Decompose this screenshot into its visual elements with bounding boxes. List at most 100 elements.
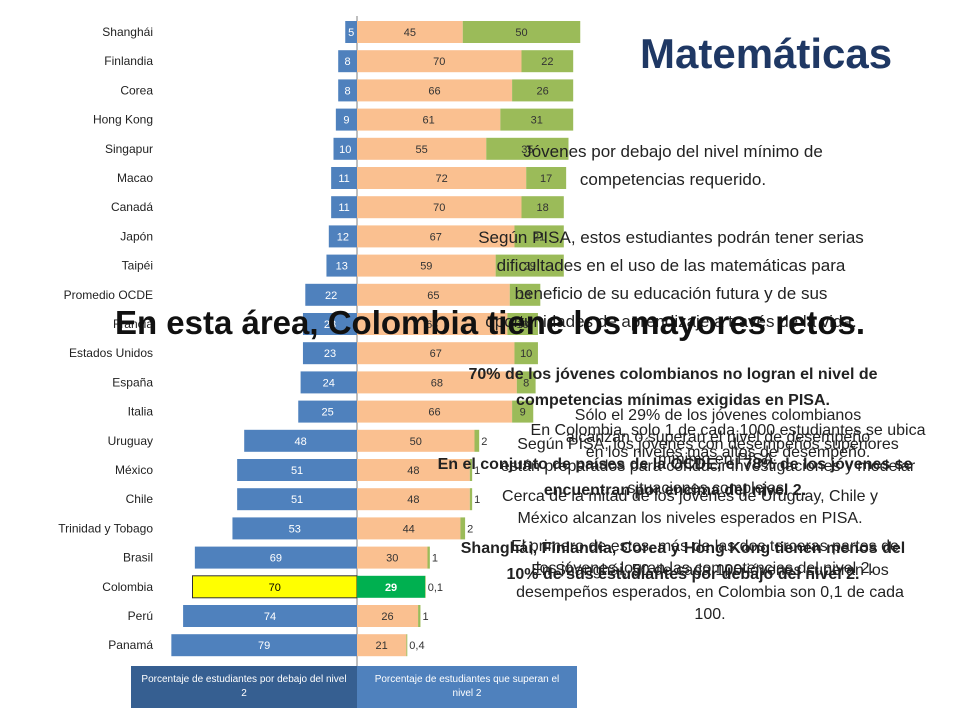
category-label: Colombia [102,580,153,594]
value-above-chile: 1 [474,494,480,506]
value-above-españa: 8 [523,377,529,389]
bar-above-macao [526,167,567,189]
category-label: Uruguay [108,434,153,448]
bar-middle-canadá [357,196,522,219]
category-label: Promedio OCDE [64,288,153,302]
bar-below-panamá [171,634,357,657]
value-above-hong-kong: 31 [531,115,543,127]
bar-middle-uruguay [357,429,475,452]
bar-below-españa [300,371,357,394]
value-middle-francia: 64 [426,319,438,331]
value-middle-brasil: 30 [386,553,398,565]
bar-above-finlandia [521,50,574,73]
value-middle-estados-unidos: 67 [430,348,442,360]
value-below-italia: 25 [322,407,334,419]
subtitle: Jóvenes por debajo del nivel mínimo de c… [523,142,823,189]
stat-29-percent: Sólo el 29% de los jóvenes colombianos a… [565,407,871,468]
bar-above-shanghái [462,21,581,43]
bar-below-macao [331,167,357,189]
bar-above-hong-kong [500,108,574,131]
stat-pisa-superior: Según PISA, los jóvenes con desempeños s… [500,436,916,497]
bar-below-chile [237,488,357,511]
value-below-finlandia: 8 [345,56,351,68]
value-below-singapur: 10 [339,144,351,156]
bar-above-uruguay [474,429,480,452]
stat-ocde: En el conjunto de países de la OCDE, el … [437,456,913,499]
value-middle-uruguay: 50 [410,436,422,448]
value-middle-shanghái: 45 [404,27,416,39]
category-label: Estados Unidos [69,346,153,360]
value-above-shanghái: 50 [515,27,527,39]
bar-below-promedio-ocde [305,283,357,306]
bar-above-españa [516,371,536,394]
bar-below-hong-kong [335,108,357,131]
value-above-taipéi: 29 [524,261,536,273]
bar-below-perú [183,605,357,627]
bar-middle-colombia [357,575,426,598]
category-label: Trinidad y Tobago [58,521,153,535]
bar-below-trinidad-y-tobago [232,517,357,540]
bar-below-taipéi [326,254,357,277]
bar-middle-shanghái [357,21,463,43]
stat-latam: Cerca de la mitad de los jóvenes de Urug… [502,488,878,527]
bar-below-méxico [237,459,357,481]
bar-above-panamá [406,634,408,657]
bar-below-estados-unidos [302,342,357,365]
bar-below-corea [338,79,357,102]
value-below-colombia: 70 [269,582,281,594]
bar-above-colombia [425,575,426,598]
value-above-perú: 1 [422,611,428,623]
value-middle-panamá: 21 [376,640,388,652]
value-middle-corea: 66 [428,85,440,97]
bar-middle-japón [357,225,515,248]
value-below-francia: 23 [324,319,336,331]
bar-middle-promedio-ocde [357,283,510,306]
category-label: Perú [128,609,153,623]
bar-middle-perú [357,605,419,627]
bar-below-shanghái [345,21,357,43]
headline: En esta área, Colombia tiene los mayores… [114,304,866,341]
stat-shanghai: Shanghái, Finlandia, Corea y Hong Kong t… [460,540,906,583]
value-below-hong-kong: 9 [343,115,349,127]
value-below-japón: 12 [337,231,349,243]
value-below-panamá: 79 [258,640,270,652]
value-above-singapur: 35 [521,144,533,156]
bar-above-perú [418,605,421,627]
value-above-canadá: 18 [537,202,549,214]
value-above-trinidad-y-tobago: 2 [467,523,473,535]
value-below-macao: 11 [338,173,349,185]
value-below-shanghái: 5 [348,27,354,39]
value-below-españa: 24 [323,377,335,389]
value-above-colombia: 0,1 [428,582,443,594]
value-middle-colombia: 29 [385,582,397,594]
value-middle-finlandia: 70 [433,56,445,68]
stat-primero: El primero de estos, más de las dos terc… [511,538,899,577]
bar-above-chile [469,488,473,511]
value-above-panamá: 0,4 [409,640,424,652]
stat-70-percent: 70% de los jóvenes colombianos no logran… [468,366,878,409]
bar-above-francia [507,313,538,335]
value-above-finlandia: 22 [541,56,553,68]
bar-middle-hong-kong [357,108,501,131]
value-below-trinidad-y-tobago: 53 [289,523,301,535]
bar-middle-trinidad-y-tobago [357,517,461,540]
value-above-japón: 21 [533,231,545,243]
value-below-corea: 8 [345,85,351,97]
bar-above-canadá [521,196,564,219]
value-middle-chile: 48 [407,494,419,506]
category-label: Italia [128,405,154,419]
category-label: Finlandia [104,54,153,68]
stat-cada-100: En Shanghái, 50 de cada 100 jóvenes supe… [516,562,904,623]
value-middle-hong-kong: 61 [423,115,435,127]
bar-middle-panamá [357,634,407,657]
bar-above-corea [512,79,574,102]
bar-above-promedio-ocde [509,283,541,306]
value-above-italia: 9 [520,407,526,419]
value-middle-españa: 68 [431,377,443,389]
value-below-chile: 51 [291,494,303,506]
value-below-canadá: 11 [338,202,349,214]
bar-below-singapur [333,137,357,160]
bar-middle-corea [357,79,513,102]
bar-below-finlandia [338,50,357,73]
